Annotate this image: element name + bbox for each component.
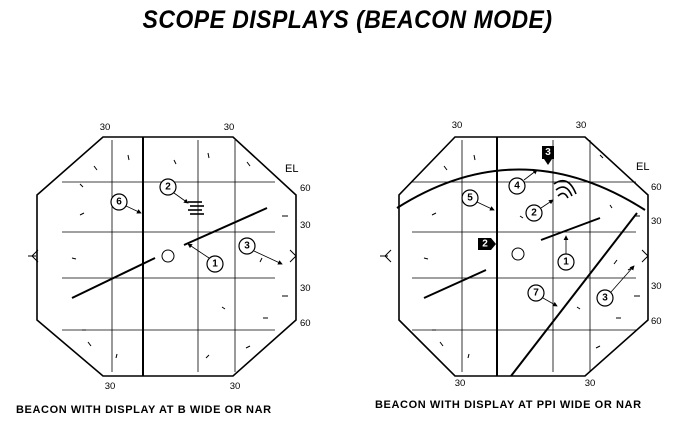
left-callout-2-label: 2	[165, 182, 171, 193]
left-el-scale-60-bottom: 60	[300, 318, 311, 329]
right-el-scale-60-top: 60	[651, 182, 662, 193]
right-callout-7	[527, 284, 545, 302]
right-beacon-reply-icon	[553, 179, 577, 199]
right-caption: BEACON WITH DISPLAY AT PPI WIDE OR NAR	[375, 399, 642, 411]
right-callout-3	[596, 289, 614, 307]
left-callout-2	[159, 178, 177, 196]
left-az-label-bottom-left: 30	[105, 381, 116, 392]
right-el-scale-30-bottom: 30	[651, 281, 662, 292]
left-center-circle	[161, 249, 175, 263]
right-callout-1-label: 1	[563, 257, 569, 268]
right-az-label-bottom-left: 30	[455, 378, 466, 389]
right-flag-marker-2-label: 2	[482, 239, 488, 250]
left-az-label-bottom-right: 30	[230, 381, 241, 392]
left-tick-marks	[71, 152, 288, 359]
right-flag-marker-3-label: 3	[545, 147, 551, 158]
left-callout-3-label: 3	[244, 241, 250, 252]
left-beacon-line-upper	[183, 207, 268, 246]
right-el-label: EL	[636, 161, 649, 173]
left-el-scale-60-top: 60	[300, 183, 311, 194]
left-el-scale-30-bottom: 30	[300, 283, 311, 294]
right-callout-2	[525, 204, 543, 222]
left-el-scale-30-top: 30	[300, 220, 311, 231]
right-scope-outline	[398, 136, 649, 377]
right-az-label-top-right: 30	[576, 120, 587, 131]
left-el-label: EL	[285, 163, 298, 175]
right-callout-5-label: 5	[467, 193, 473, 204]
right-callout-4-label: 4	[514, 181, 520, 192]
left-beacon-line-lower	[71, 257, 156, 299]
right-scope: 30 30 30 30 EL 60 30 30 60 3 2 4 5 2 1	[380, 120, 662, 389]
right-range-arc	[396, 168, 646, 211]
right-tick-marks	[423, 154, 640, 359]
right-el-scale-30-top: 30	[651, 216, 662, 227]
left-right-chevron-icon	[289, 249, 297, 263]
left-scope: 30 30 30 30 EL 60 30 30 60 2 6 1 3	[28, 122, 311, 392]
right-center-circle	[511, 247, 525, 261]
right-callout-2-label: 2	[531, 208, 537, 219]
left-az-label-top-left: 30	[100, 122, 111, 133]
right-callout-7-label: 7	[533, 288, 539, 299]
left-callout-6	[110, 193, 128, 211]
right-sweep-line	[510, 212, 638, 377]
right-callout-5	[461, 189, 479, 207]
right-flag-marker-2	[478, 238, 496, 250]
right-el-scale-60-bottom: 60	[651, 316, 662, 327]
left-beacon-reply-icon	[188, 201, 204, 215]
right-beacon-line-upper	[540, 217, 601, 241]
left-callout-6-label: 6	[116, 197, 122, 208]
left-callout-1-label: 1	[212, 259, 218, 270]
left-callout-3	[238, 237, 256, 255]
right-flag-marker-3	[542, 146, 554, 159]
left-callout-1	[206, 255, 224, 273]
right-right-chevron-icon	[641, 249, 649, 263]
left-grid	[62, 140, 275, 372]
page-title: SCOPE DISPLAYS (BEACON MODE)	[142, 6, 553, 34]
right-callout-3-label: 3	[602, 293, 608, 304]
left-az-label-top-right: 30	[224, 122, 235, 133]
right-az-label-top-left: 30	[452, 120, 463, 131]
right-beacon-line-lower	[423, 269, 487, 299]
left-scope-outline	[36, 136, 297, 377]
right-az-label-bottom-right: 30	[585, 378, 596, 389]
left-caption: BEACON WITH DISPLAY AT B WIDE OR NAR	[16, 404, 272, 416]
right-callout-4	[508, 177, 526, 195]
